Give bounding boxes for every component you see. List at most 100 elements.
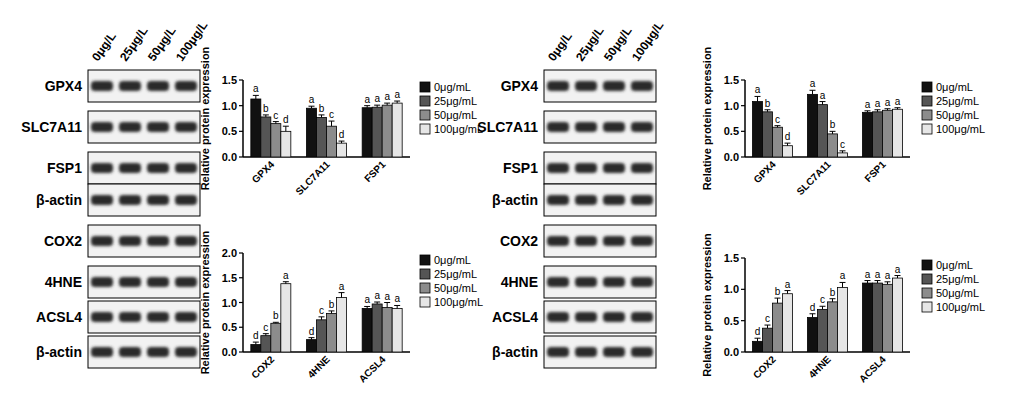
category-label: 4HNE — [305, 353, 332, 380]
blot-frame — [544, 111, 656, 143]
blot-frame — [544, 336, 656, 368]
error-cap — [394, 305, 400, 306]
error-bar — [309, 106, 315, 108]
bar — [271, 323, 281, 352]
legend-label: 100μg/mL — [936, 301, 985, 313]
error-line — [757, 96, 758, 101]
significance-letter: a — [339, 281, 345, 292]
legend-label: 50μg/mL — [936, 109, 979, 121]
bar — [763, 112, 773, 157]
error-cap — [253, 95, 259, 96]
legend-swatch — [420, 255, 430, 265]
bar — [251, 99, 261, 157]
significance-letter: b — [775, 286, 781, 297]
error-cap — [384, 302, 390, 303]
error-bar — [374, 302, 380, 304]
bar — [783, 146, 793, 157]
legend-label: 25μg/mL — [434, 95, 477, 107]
blot-band — [147, 195, 169, 205]
lane-label: 25μg/L — [573, 24, 607, 64]
legend-label: 25μg/mL — [936, 273, 979, 285]
blot-band — [119, 81, 141, 91]
bar — [818, 309, 828, 352]
error-line — [777, 298, 778, 303]
y-tick-label: 0.0 — [222, 346, 237, 358]
blot-band — [147, 312, 169, 322]
bar — [753, 102, 763, 157]
error-bar — [329, 121, 335, 126]
blot-band — [547, 163, 569, 173]
blot-band — [575, 312, 597, 322]
error-cap — [263, 333, 269, 334]
legend-label: 100μg/mL — [434, 296, 483, 308]
legend-swatch — [922, 82, 932, 92]
error-bar — [384, 103, 390, 105]
blot-band — [175, 122, 197, 132]
y-tick — [741, 131, 745, 132]
error-bar — [319, 115, 325, 118]
blot-band — [575, 347, 597, 357]
blot-band — [119, 236, 141, 246]
legend-swatch — [420, 283, 430, 293]
significance-letter: b — [263, 103, 269, 114]
error-cap — [875, 280, 881, 281]
lane-label: 50μg/L — [145, 24, 179, 64]
row-label: 4HNE — [501, 274, 538, 290]
error-cap — [865, 280, 871, 281]
legend-label: 25μg/mL — [936, 95, 979, 107]
error-cap — [830, 298, 836, 299]
significance-letter: a — [283, 270, 289, 281]
y-tick-label: 0.0 — [724, 346, 739, 358]
blot-frame — [88, 336, 200, 368]
error-bar — [885, 109, 891, 111]
error-line — [255, 95, 256, 99]
blot-band — [175, 163, 197, 173]
legend-swatch — [420, 269, 430, 279]
y-tick-label: 0.0 — [222, 151, 237, 163]
bars — [753, 276, 903, 352]
legend-label: 100μg/mL — [936, 123, 985, 135]
blot-frame — [88, 184, 200, 216]
blot-band — [575, 277, 597, 287]
error-cap — [283, 281, 289, 282]
bar — [828, 302, 838, 352]
blot-band — [603, 312, 625, 322]
error-cap — [283, 126, 289, 127]
blot-band — [147, 236, 169, 246]
blot-band — [147, 163, 169, 173]
blot-frame — [544, 184, 656, 216]
y-tick-label: 1.5 — [724, 74, 739, 86]
blot-band — [547, 236, 569, 246]
bar — [261, 336, 271, 352]
legend-swatch — [420, 96, 430, 106]
significance-letter: b — [329, 299, 335, 310]
blot-band — [603, 277, 625, 287]
row-label: β-actin — [492, 192, 538, 208]
error-line — [812, 90, 813, 94]
y-tick-label: 1.5 — [222, 74, 237, 86]
legend-swatch — [922, 260, 932, 270]
error-bar — [755, 96, 761, 101]
blot-panel: 0μg/L25μg/L50μg/L100μg/LGPX4SLC7A11FSP1β… — [21, 19, 210, 368]
error-cap — [830, 131, 836, 132]
significance-letter: b — [273, 310, 279, 321]
significance-letter: a — [875, 269, 881, 280]
bar — [382, 307, 392, 352]
y-tick — [741, 156, 745, 157]
error-cap — [309, 337, 315, 338]
y-tick — [239, 156, 243, 157]
blot-band — [91, 312, 113, 322]
legend-label: 25μg/mL — [434, 268, 477, 280]
bar — [808, 94, 818, 157]
error-cap — [319, 114, 325, 115]
significance-letter: a — [895, 264, 901, 275]
legend-swatch — [420, 110, 430, 120]
blot-band — [147, 347, 169, 357]
error-cap — [785, 143, 791, 144]
blot-band — [631, 163, 653, 173]
y-tick — [239, 351, 243, 352]
blot-frame — [88, 111, 200, 143]
significance-letter: d — [309, 326, 315, 337]
bar — [281, 131, 291, 157]
error-bar — [755, 338, 761, 341]
